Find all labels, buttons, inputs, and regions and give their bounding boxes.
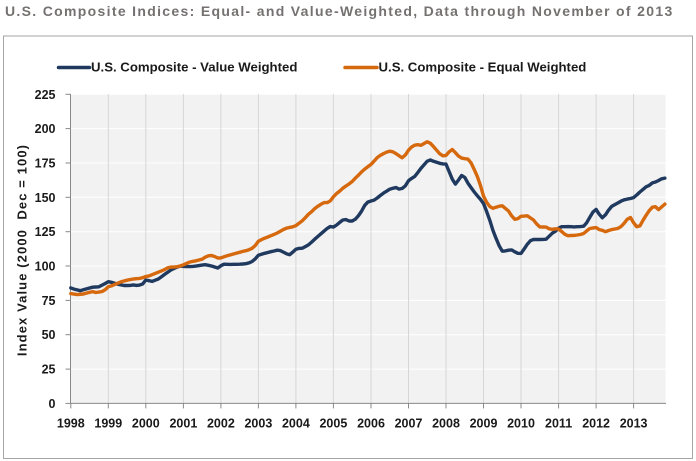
svg-text:25: 25: [42, 363, 56, 377]
svg-text:2005: 2005: [319, 417, 347, 431]
svg-text:2002: 2002: [207, 417, 235, 431]
svg-text:2010: 2010: [507, 417, 535, 431]
svg-text:75: 75: [42, 294, 56, 308]
svg-text:2013: 2013: [620, 417, 648, 431]
svg-text:225: 225: [35, 88, 56, 102]
svg-text:2000: 2000: [132, 417, 160, 431]
svg-text:2012: 2012: [582, 417, 610, 431]
svg-text:U.S. Composite - Value Weighte: U.S. Composite - Value Weighted: [91, 60, 297, 75]
svg-text:1999: 1999: [94, 417, 122, 431]
svg-text:U.S. Composite - Equal Weighte: U.S. Composite - Equal Weighted: [379, 60, 587, 75]
svg-text:U.S. Composite Indices: Equal-: U.S. Composite Indices: Equal- and Value…: [5, 3, 674, 19]
svg-text:200: 200: [35, 122, 56, 136]
svg-text:150: 150: [35, 191, 56, 205]
svg-text:2006: 2006: [357, 417, 385, 431]
svg-text:2007: 2007: [395, 417, 423, 431]
svg-text:125: 125: [35, 225, 56, 239]
svg-text:2001: 2001: [169, 417, 197, 431]
svg-text:175: 175: [35, 157, 56, 171]
svg-text:50: 50: [42, 328, 56, 342]
svg-text:Index Value (2000 Dec = 100): Index Value (2000 Dec = 100): [15, 144, 30, 356]
svg-text:2004: 2004: [282, 417, 310, 431]
svg-text:0: 0: [49, 397, 56, 411]
svg-text:2011: 2011: [545, 417, 572, 431]
svg-text:2003: 2003: [244, 417, 272, 431]
svg-text:2009: 2009: [470, 417, 498, 431]
svg-text:1998: 1998: [57, 417, 85, 431]
svg-text:100: 100: [35, 260, 56, 274]
svg-text:2008: 2008: [432, 417, 460, 431]
